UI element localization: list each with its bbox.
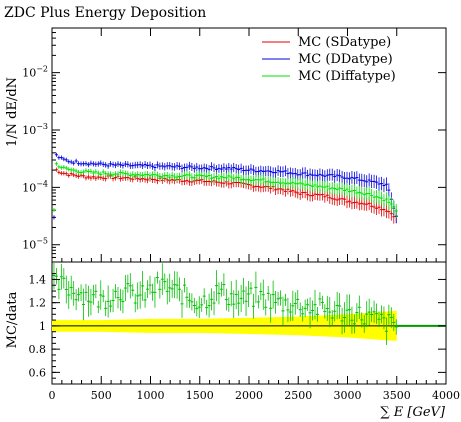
ratio-y-axis-label: MC/data — [5, 291, 20, 348]
legend-label: MC (Diffatype) — [298, 69, 396, 84]
series-1 — [52, 167, 398, 224]
legend: MC (SDatype) MC (DDatype) MC (Diffatype) — [262, 35, 396, 84]
main-y-tick-label: 10−3 — [22, 122, 48, 137]
ratio-series-1 — [52, 263, 398, 346]
ratio-y-tick-label: 1 — [39, 320, 46, 333]
chart-title: ZDC Plus Energy Deposition — [4, 5, 206, 21]
x-tick-label: 2500 — [284, 389, 312, 402]
main-y-tick-label: 10−4 — [22, 179, 48, 194]
ratio-y-axis: 0.6 0.8 1 1.2 1.4 — [29, 273, 446, 379]
x-tick-label: 3500 — [383, 389, 411, 402]
x-tick-label: 0 — [49, 389, 56, 402]
x-axis-label: ∑ E [GeV] — [380, 405, 446, 420]
x-tick-label: 2000 — [235, 389, 263, 402]
x-tick-label: 1500 — [186, 389, 214, 402]
x-axis: 0 500 1000 1500 2000 2500 3000 3500 4000 — [49, 28, 460, 402]
ratio-y-tick-label: 0.8 — [29, 343, 47, 356]
x-tick-label: 1000 — [137, 389, 165, 402]
x-tick-label: 3000 — [334, 389, 362, 402]
ratio-y-tick-label: 0.6 — [29, 366, 47, 379]
main-y-tick-label: 10−2 — [22, 65, 48, 80]
legend-label: MC (DDatype) — [298, 52, 393, 67]
ratio-y-tick-label: 1.4 — [29, 273, 47, 286]
x-tick-label: 500 — [91, 389, 112, 402]
legend-label: MC (SDatype) — [298, 35, 391, 50]
main-y-tick-label: 10−5 — [22, 237, 48, 252]
x-tick-label: 4000 — [432, 389, 460, 402]
series-2 — [52, 152, 398, 224]
series-3 — [52, 161, 398, 218]
ratio-series-layer — [52, 263, 398, 346]
main-y-axis-label: 1/N dE/dN — [5, 77, 20, 147]
main-series-layer — [52, 152, 398, 224]
ratio-y-tick-label: 1.2 — [29, 297, 47, 310]
ratio-band-layer — [52, 310, 446, 342]
